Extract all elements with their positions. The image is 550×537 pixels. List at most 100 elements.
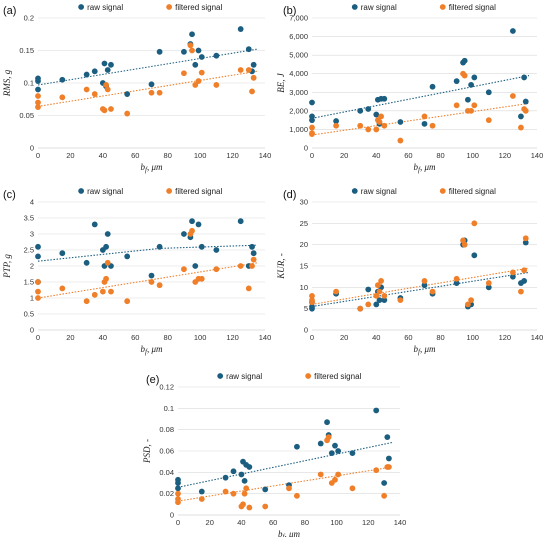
- legend-marker-filtered-b: [439, 4, 446, 10]
- point-filtered-e: [175, 490, 181, 497]
- point-raw-a: [195, 47, 202, 54]
- ytick-label-c: 0.5: [24, 310, 34, 319]
- point-raw-b: [357, 107, 364, 114]
- point-raw-a: [250, 61, 257, 68]
- point-filtered-a: [237, 67, 244, 73]
- point-raw-c: [250, 250, 257, 257]
- point-raw-d: [485, 284, 492, 291]
- legend-label-filtered-d: filtered signal: [449, 187, 496, 196]
- ytick-label-c: 1.5: [24, 278, 34, 287]
- ytick-label-d: 15: [300, 262, 308, 271]
- point-filtered-e: [317, 471, 324, 478]
- ytick-label-a: 0.15: [19, 46, 34, 55]
- point-filtered-c: [108, 288, 114, 295]
- x-axis-label-a: bf, μm: [141, 162, 163, 174]
- point-raw-a: [91, 68, 98, 75]
- point-filtered-c: [124, 298, 131, 305]
- point-filtered-c: [249, 263, 255, 269]
- point-filtered-b: [397, 137, 404, 144]
- point-filtered-a: [189, 47, 195, 54]
- ytick-label-c: 4: [30, 198, 34, 207]
- point-raw-b: [421, 120, 428, 127]
- point-raw-d: [453, 280, 460, 286]
- xtick-label-c: 140: [259, 333, 272, 342]
- point-raw-a: [192, 61, 199, 68]
- y-axis-label-d: KUR, -: [276, 253, 286, 280]
- ytick-label-c: 0: [30, 326, 34, 335]
- point-filtered-b: [509, 93, 516, 99]
- point-filtered-e: [240, 501, 246, 508]
- legend-marker-raw-b: [351, 4, 358, 10]
- point-filtered-e: [262, 503, 269, 510]
- point-filtered-b: [471, 102, 478, 109]
- point-filtered-b: [461, 72, 468, 79]
- point-raw-c: [189, 218, 195, 225]
- point-raw-e: [384, 434, 391, 441]
- panel-c: 00.511.522.533.540 20 40 60 80 100 120 140(c)bf…: [2, 187, 271, 356]
- point-filtered-e: [335, 471, 342, 478]
- ytick-label-a: 0.2: [24, 14, 34, 23]
- point-raw-c: [104, 231, 111, 237]
- point-filtered-a: [104, 86, 111, 93]
- xtick-label-c: 40: [99, 333, 107, 342]
- ytick-label-c: 2.5: [24, 246, 34, 255]
- point-filtered-d: [376, 288, 383, 295]
- xtick-label-c: 20: [66, 333, 74, 342]
- point-raw-c: [35, 243, 41, 250]
- point-filtered-c: [189, 227, 195, 234]
- point-raw-d: [522, 239, 529, 246]
- legend-label-filtered-e: filtered signal: [314, 372, 361, 381]
- xtick-label-b: 100: [466, 151, 479, 160]
- legend-label-raw-c: raw signal: [87, 187, 123, 196]
- point-filtered-e: [241, 490, 248, 497]
- point-raw-e: [332, 442, 338, 449]
- point-filtered-a: [103, 82, 109, 88]
- point-raw-d: [421, 282, 428, 289]
- point-filtered-d: [471, 220, 478, 227]
- ytick-label-e: 0.06: [159, 447, 174, 456]
- panel-e: 0 0.02 0.04 0.06 0.08 0.1 0.12 0 20 40 60 80 100 120 1…: [142, 372, 406, 537]
- ytick-label-e: 0.08: [159, 425, 174, 434]
- xtick-label-d: 0: [310, 333, 314, 342]
- xtick-label-b: 20: [340, 151, 348, 160]
- legend-label-filtered-b: filtered signal: [449, 3, 496, 12]
- panel-label-d: (d): [283, 189, 296, 201]
- xtick-label-e: 0: [176, 518, 180, 527]
- point-raw-c: [213, 247, 220, 253]
- point-filtered-d: [333, 288, 340, 295]
- trendline-filtered-e: [177, 466, 393, 502]
- ytick-label-a: 0.05: [19, 111, 34, 120]
- xtick-label-a: 40: [99, 151, 107, 160]
- point-filtered-b: [309, 130, 315, 137]
- point-filtered-b: [518, 124, 524, 131]
- ytick-label-b: 7,000: [289, 14, 308, 23]
- point-raw-b: [521, 74, 528, 81]
- point-raw-a: [35, 75, 41, 82]
- point-filtered-a: [148, 89, 155, 96]
- xtick-label-d: 100: [466, 333, 479, 342]
- point-filtered-a: [213, 82, 220, 88]
- xtick-label-d: 20: [340, 333, 348, 342]
- ytick-label-d: 0: [304, 326, 308, 335]
- xtick-label-a: 120: [226, 151, 239, 160]
- point-raw-c: [124, 253, 131, 260]
- ytick-label-d: 20: [300, 240, 308, 249]
- point-filtered-e: [286, 485, 292, 492]
- point-filtered-a: [35, 104, 41, 110]
- point-raw-b: [471, 74, 478, 81]
- point-filtered-d: [309, 297, 315, 304]
- xtick-label-b: 40: [372, 151, 380, 160]
- point-filtered-d: [381, 292, 388, 299]
- point-filtered-a: [83, 86, 90, 93]
- point-filtered-c: [250, 256, 257, 263]
- ytick-label-a: 0: [30, 144, 34, 153]
- point-raw-b: [309, 117, 315, 124]
- point-filtered-d: [509, 269, 516, 276]
- point-filtered-e: [294, 492, 300, 499]
- point-filtered-d: [373, 292, 380, 299]
- ytick-label-b: 1,000: [289, 125, 308, 134]
- xtick-label-a: 80: [164, 151, 172, 160]
- legend-label-raw-d: raw signal: [361, 187, 397, 196]
- point-raw-b: [397, 119, 404, 125]
